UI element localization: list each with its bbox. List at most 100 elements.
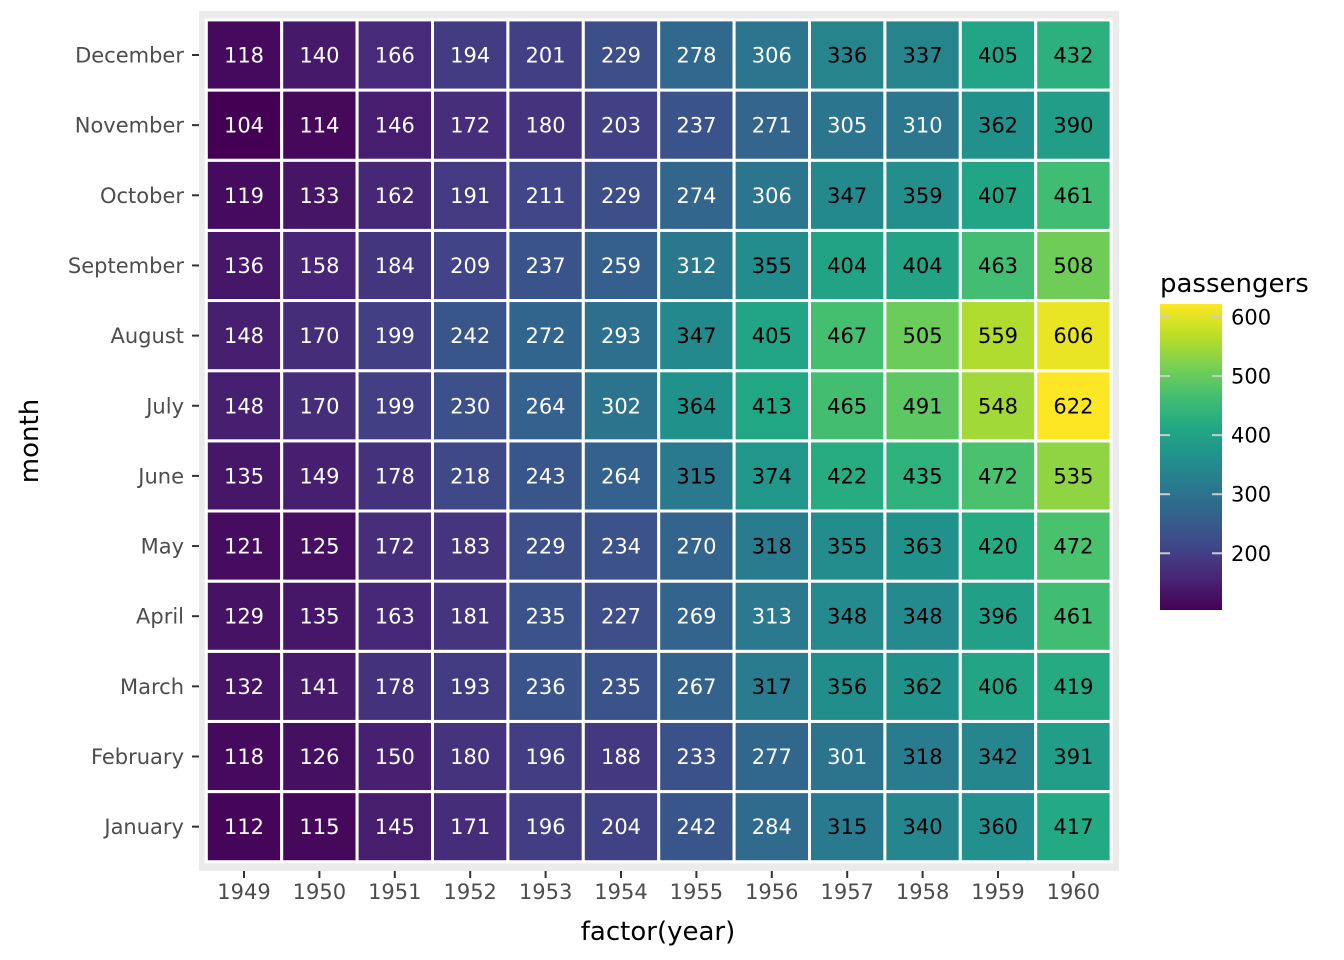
heatmap-cell: [808, 299, 887, 373]
cell-value-label: 158: [299, 254, 339, 278]
cell-value-label: 310: [903, 114, 943, 138]
heatmap-cell: [506, 228, 585, 303]
cell-value-label: 121: [224, 535, 264, 559]
heatmap-cell: [355, 790, 435, 864]
cell-value-label: 405: [752, 324, 792, 348]
heatmap-cell: [1034, 579, 1113, 653]
cell-value-label: 132: [224, 675, 264, 699]
cell-value-label: 178: [375, 675, 415, 699]
heatmap-cell: [581, 509, 661, 583]
cell-value-label: 180: [450, 745, 490, 769]
x-tick-label: 1953: [519, 880, 572, 904]
cell-value-label: 235: [526, 605, 566, 629]
heatmap-cell: [355, 88, 435, 162]
cell-value-label: 229: [601, 44, 641, 68]
y-tick-label: August: [111, 324, 185, 348]
heatmap-cell: [1034, 299, 1113, 373]
cell-value-label: 413: [752, 394, 792, 418]
heatmap-cell: [506, 509, 585, 583]
cell-value-label: 406: [978, 675, 1018, 699]
cell-value-label: 559: [978, 324, 1018, 348]
x-tick-label: 1959: [971, 880, 1024, 904]
x-tick-label: 1957: [820, 880, 873, 904]
cell-value-label: 347: [676, 324, 716, 348]
cell-value-label: 606: [1053, 324, 1093, 348]
legend-tick-label: 500: [1231, 365, 1271, 389]
cell-value-label: 172: [450, 114, 490, 138]
heatmap-cell: [657, 579, 736, 653]
cell-value-label: 622: [1053, 394, 1093, 418]
y-tick-label: April: [136, 605, 184, 629]
cell-value-label: 420: [978, 535, 1018, 559]
cell-value-label: 277: [752, 745, 792, 769]
heatmap-cell: [1034, 88, 1113, 162]
heatmap-cell: [355, 18, 435, 92]
heatmap-cell: [355, 719, 435, 794]
cell-value-label: 183: [450, 535, 490, 559]
cell-value-label: 104: [224, 114, 264, 138]
cell-value-label: 405: [978, 44, 1018, 68]
heatmap-cell-labels: 112 115 145 171 196 204 242 284 315 340 360 417 118 1…: [224, 44, 1093, 840]
cell-value-label: 508: [1053, 254, 1093, 278]
cell-value-label: 129: [224, 605, 264, 629]
y-tick-label: September: [68, 254, 184, 278]
heatmap-cell: [958, 18, 1038, 92]
legend: passengers 200 300 400 500 600: [1160, 269, 1309, 610]
heatmap-cell: [657, 649, 736, 723]
heatmap-cells: [204, 18, 1113, 864]
cell-value-label: 135: [299, 605, 339, 629]
heatmap-cell: [280, 509, 359, 583]
cell-value-label: 230: [450, 394, 490, 418]
cell-value-label: 236: [526, 675, 566, 699]
cell-value-label: 463: [978, 254, 1018, 278]
cell-value-label: 315: [827, 815, 867, 839]
heatmap-cell: [506, 18, 585, 92]
cell-value-label: 118: [224, 745, 264, 769]
x-tick-label: 1954: [594, 880, 647, 904]
x-tick-label: 1951: [368, 880, 421, 904]
heatmap-cell: [581, 18, 661, 92]
cell-value-label: 274: [676, 184, 716, 208]
heatmap-cell: [355, 439, 435, 513]
cell-value-label: 340: [903, 815, 943, 839]
cell-value-label: 150: [375, 745, 415, 769]
cell-value-label: 363: [903, 535, 943, 559]
cell-value-label: 355: [827, 535, 867, 559]
cell-value-label: 234: [601, 535, 641, 559]
heatmap-cell: [581, 299, 661, 373]
cell-value-label: 188: [601, 745, 641, 769]
heatmap-cell: [883, 18, 962, 92]
cell-value-label: 362: [903, 675, 943, 699]
cell-value-label: 318: [752, 535, 792, 559]
x-tick-label: 1952: [443, 880, 496, 904]
heatmap-cell: [958, 790, 1038, 864]
cell-value-label: 229: [526, 535, 566, 559]
cell-value-label: 359: [903, 184, 943, 208]
cell-value-label: 196: [526, 815, 566, 839]
cell-value-label: 235: [601, 675, 641, 699]
heatmap-cell: [431, 158, 510, 232]
cell-value-label: 237: [676, 114, 716, 138]
cell-value-label: 390: [1053, 114, 1093, 138]
cell-value-label: 548: [978, 394, 1018, 418]
cell-value-label: 312: [676, 254, 716, 278]
heatmap-cell: [1034, 18, 1113, 92]
cell-value-label: 163: [375, 605, 415, 629]
x-tick-label: 1950: [293, 880, 346, 904]
heatmap-cell: [280, 299, 359, 373]
cell-value-label: 140: [299, 44, 339, 68]
heatmap-cell: [1034, 369, 1113, 443]
cell-value-label: 267: [676, 675, 716, 699]
heatmap-cell: [1034, 439, 1113, 513]
cell-value-label: 264: [526, 394, 566, 418]
cell-value-label: 284: [752, 815, 792, 839]
cell-value-label: 199: [375, 324, 415, 348]
cell-value-label: 237: [526, 254, 566, 278]
cell-value-label: 465: [827, 394, 867, 418]
y-tick-label: June: [136, 464, 184, 488]
cell-value-label: 355: [752, 254, 792, 278]
cell-value-label: 348: [827, 605, 867, 629]
cell-value-label: 269: [676, 605, 716, 629]
cell-value-label: 209: [450, 254, 490, 278]
heatmap-cell: [883, 299, 962, 373]
